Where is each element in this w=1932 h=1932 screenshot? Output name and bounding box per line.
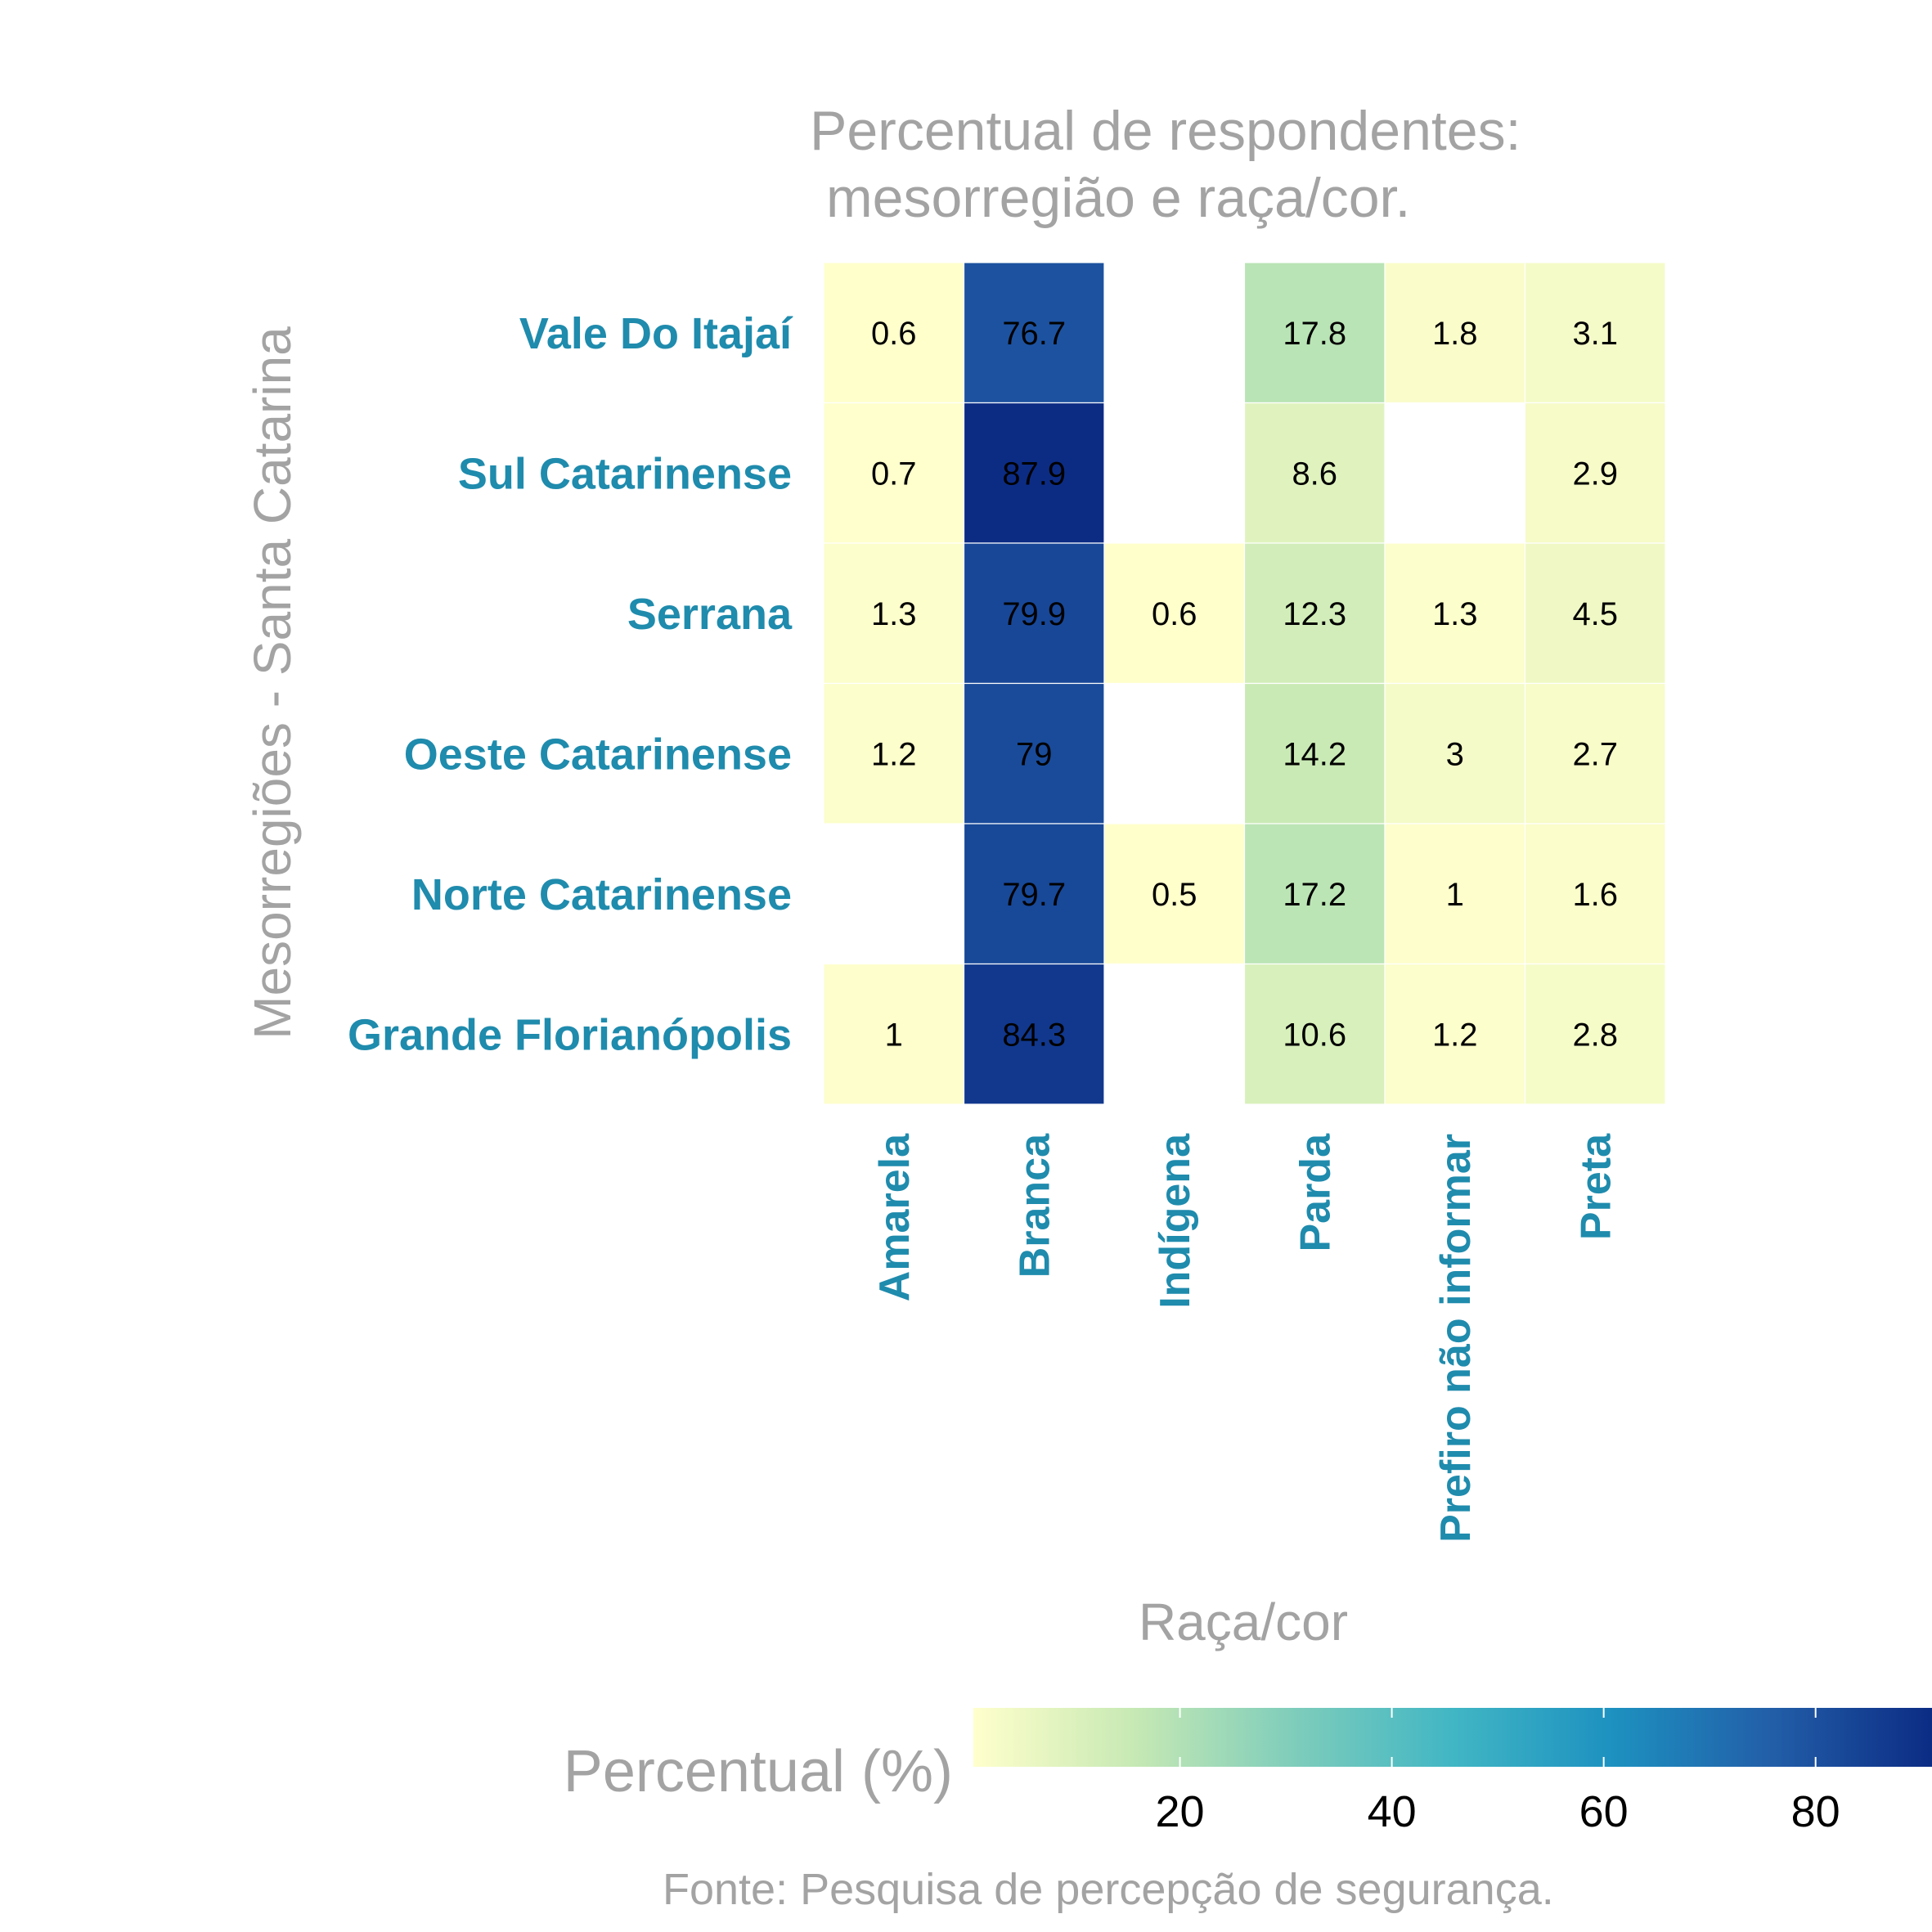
- x-tick-label: Prefiro não informar: [1432, 1134, 1480, 1543]
- cell-value-label: 2.8: [1572, 1017, 1618, 1053]
- heatmap-cell: [1243, 682, 1386, 824]
- heatmap-cell: [1103, 823, 1246, 965]
- x-tick-label: Amarela: [871, 1133, 919, 1301]
- heatmap-cell: [1384, 682, 1526, 824]
- heatmap-cell-labels: 0.6 76.7 17.8 1.8 3.1 0.7 87.9 8.6 2.9 1.3 79.9 0.6…: [871, 316, 1618, 1054]
- heatmap-cell: [1384, 542, 1526, 685]
- cell-value-label: 1: [885, 1017, 903, 1053]
- heatmap-cell: [1384, 963, 1526, 1105]
- heatmap-cell: [1524, 262, 1666, 404]
- cell-value-label: 3.1: [1572, 316, 1618, 352]
- y-tick-label: Norte Catarinense: [411, 870, 792, 919]
- heatmap-cell: [823, 542, 965, 685]
- heatmap-cell: [1384, 262, 1526, 404]
- legend-title: Percentual (%): [564, 1739, 953, 1804]
- cell-value-label: 4.5: [1572, 596, 1618, 632]
- cell-value-label: 2.9: [1572, 456, 1618, 492]
- heatmap-cell: [823, 402, 965, 544]
- cell-value-label: 1.2: [1432, 1017, 1478, 1053]
- legend-ticks: 20 40 60 80: [1156, 1708, 1840, 1836]
- x-axis-labels: Amarela Branca Indígena Parda Prefiro não in…: [871, 1133, 1620, 1543]
- cell-value-label: 0.6: [1152, 596, 1197, 632]
- cell-value-label: 1: [1446, 877, 1464, 913]
- cell-value-label: 17.8: [1283, 316, 1346, 352]
- legend-tick-label: 60: [1579, 1787, 1629, 1836]
- x-tick-label: Indígena: [1152, 1133, 1199, 1309]
- cell-value-label: 8.6: [1292, 456, 1337, 492]
- heatmap-cell: [963, 682, 1105, 824]
- heatmap-cell: [1243, 542, 1386, 685]
- cell-value-label: 79.7: [1002, 877, 1066, 913]
- heatmap-cell: [1103, 542, 1246, 685]
- y-axis-title: Mesorregiões - Santa Catarina: [243, 326, 302, 1040]
- cell-value-label: 0.6: [871, 316, 917, 352]
- cell-value-label: 2.7: [1572, 736, 1618, 772]
- x-tick-label: Parda: [1292, 1133, 1339, 1252]
- heatmap-cell: [823, 682, 965, 824]
- cell-value-label: 1.3: [871, 596, 917, 632]
- y-tick-label: Serrana: [627, 590, 793, 639]
- y-tick-label: Oeste Catarinense: [404, 730, 792, 779]
- cell-value-label: 14.2: [1283, 736, 1346, 772]
- x-tick-label: Branca: [1011, 1133, 1058, 1278]
- caption-source: Fonte: Pesquisa de percepção de seguranç…: [663, 1865, 1554, 1914]
- heatmap-cell: [1243, 262, 1386, 404]
- heatmap-cell: [963, 262, 1105, 404]
- cell-value-label: 79: [1016, 736, 1053, 772]
- heatmap-cell: [963, 963, 1105, 1105]
- legend-tick-label: 40: [1368, 1787, 1417, 1836]
- chart-title-line-1: Percentual de respondentes:: [810, 100, 1521, 162]
- cell-value-label: 0.5: [1152, 877, 1197, 913]
- cell-value-label: 12.3: [1283, 596, 1346, 632]
- chart-title-line-2: mesorregião e raça/cor.: [826, 167, 1410, 229]
- heatmap-cell: [963, 823, 1105, 965]
- heatmap-cell: [1524, 542, 1666, 685]
- x-tick-label: Preta: [1572, 1133, 1620, 1240]
- cell-value-label: 0.7: [871, 456, 917, 492]
- heatmap-cell: [1524, 823, 1666, 965]
- heatmap-cell: [823, 262, 965, 404]
- heatmap-cell: [1524, 682, 1666, 824]
- cell-value-label: 87.9: [1002, 456, 1066, 492]
- y-axis-labels: Vale Do Itajaí Sul Catarinense Serrana Oest…: [348, 309, 793, 1060]
- cell-value-label: 17.2: [1283, 877, 1346, 913]
- heatmap-cell: [1243, 823, 1386, 965]
- heatmap-cell: [1243, 963, 1386, 1105]
- cell-value-label: 84.3: [1002, 1017, 1066, 1053]
- legend-colorbar: [973, 1708, 1932, 1767]
- cell-value-label: 1.6: [1572, 877, 1618, 913]
- legend-tick-label: 80: [1791, 1787, 1840, 1836]
- y-tick-label: Grande Florianópolis: [348, 1010, 792, 1059]
- cell-value-label: 79.9: [1002, 596, 1066, 632]
- legend-tick-label: 20: [1156, 1787, 1205, 1836]
- cell-value-label: 10.6: [1283, 1017, 1346, 1053]
- heatmap-cell: [1243, 402, 1386, 544]
- y-tick-label: Vale Do Itajaí: [519, 309, 793, 358]
- cell-value-label: 1.2: [871, 736, 917, 772]
- cell-value-label: 3: [1446, 736, 1464, 772]
- color-legend: Percentual (%) 20 40 60 80: [564, 1708, 1932, 1836]
- y-tick-label: Sul Catarinense: [458, 449, 792, 498]
- heatmap-cell: [1524, 963, 1666, 1105]
- cell-value-label: 1.8: [1432, 316, 1478, 352]
- x-axis-title: Raça/cor: [1139, 1593, 1348, 1651]
- heatmap-cells: [823, 262, 1666, 1105]
- cell-value-label: 1.3: [1432, 596, 1478, 632]
- cell-value-label: 76.7: [1002, 316, 1066, 352]
